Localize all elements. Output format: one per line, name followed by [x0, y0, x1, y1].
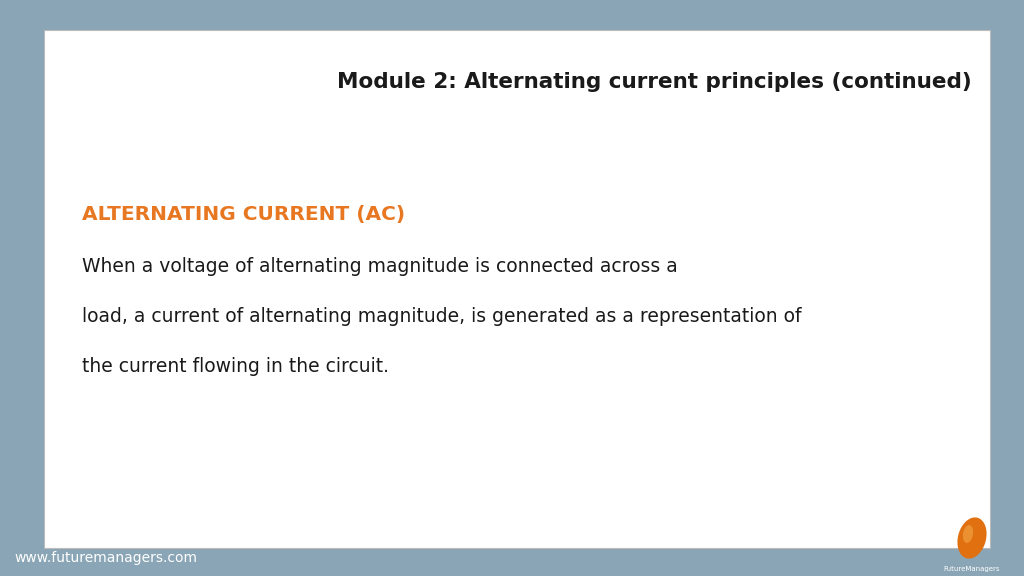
Text: www.futuremanagers.com: www.futuremanagers.com — [14, 551, 197, 565]
Text: load, a current of alternating magnitude, is generated as a representation of: load, a current of alternating magnitude… — [82, 307, 802, 326]
Text: FutureManagers: FutureManagers — [944, 566, 1000, 572]
Text: Module 2: Alternating current principles (continued): Module 2: Alternating current principles… — [337, 72, 972, 92]
Text: When a voltage of alternating magnitude is connected across a: When a voltage of alternating magnitude … — [82, 257, 678, 276]
FancyBboxPatch shape — [44, 30, 990, 548]
Ellipse shape — [963, 525, 973, 543]
Text: ALTERNATING CURRENT (AC): ALTERNATING CURRENT (AC) — [82, 205, 406, 224]
Text: the current flowing in the circuit.: the current flowing in the circuit. — [82, 357, 389, 376]
Ellipse shape — [957, 517, 986, 559]
